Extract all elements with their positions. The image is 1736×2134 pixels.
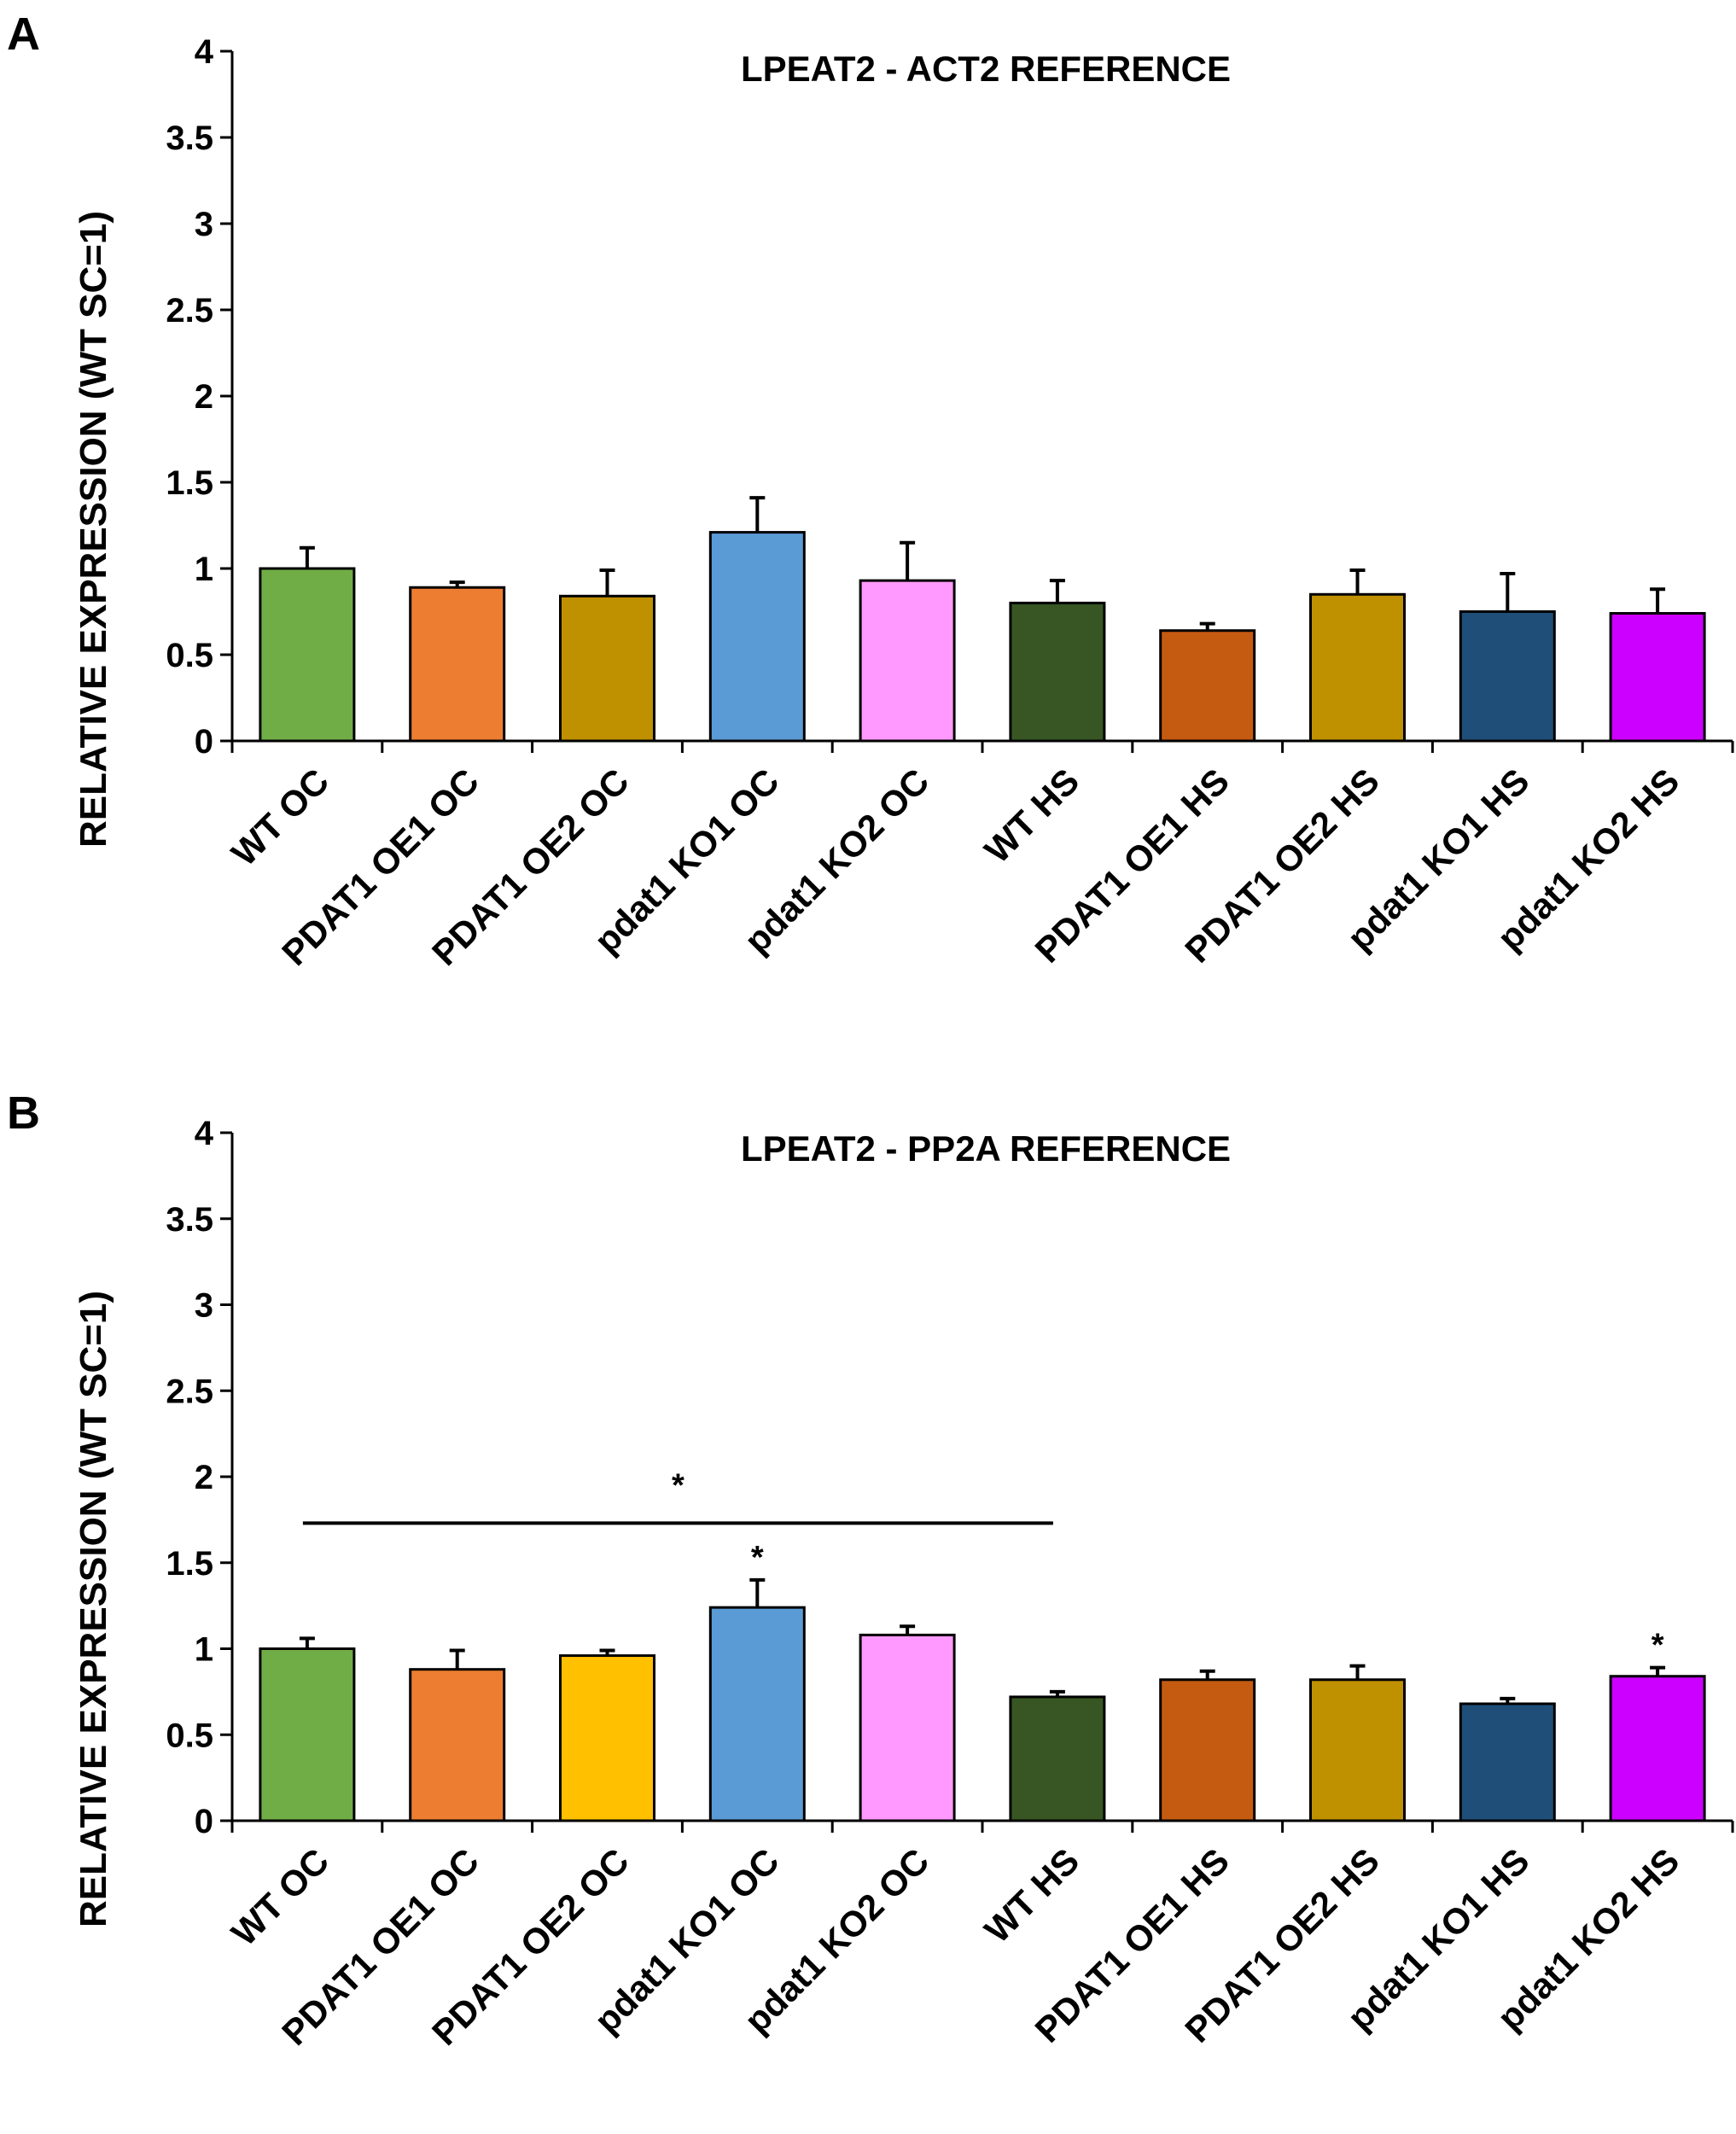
panel-b-y-tick-label: 3	[195, 1287, 213, 1325]
panel-a-bar	[859, 579, 956, 743]
panel-b-bar	[1009, 1695, 1106, 1822]
panel-b-bar	[859, 1633, 956, 1822]
panel-b-x-tick-label: WT HS	[976, 1840, 1086, 1950]
panel-b-bar	[1459, 1702, 1556, 1822]
panel-b-y-tick-label: 3.5	[166, 1201, 213, 1239]
panel-a-y-tick-label: 1	[195, 551, 213, 588]
panel-b-bar	[1159, 1678, 1256, 1822]
panel-b-bar	[708, 1606, 806, 1822]
panel-b-title: LPEAT2 - PP2A REFERENCE	[741, 1128, 1231, 1169]
panel-b-bar	[409, 1668, 506, 1822]
panel-b-y-axis-title: RELATIVE EXPRESSION (WT SC=1)	[73, 1291, 114, 1927]
panel-b-bar	[1609, 1675, 1706, 1822]
panel-a-y-tick-label: 2.5	[166, 292, 213, 329]
panel-a-x-tick-label: WT HS	[976, 761, 1086, 871]
panel-a-label: A	[7, 9, 40, 60]
panel-a-bar	[1309, 592, 1406, 743]
panel-a-y-tick-label: 3	[195, 206, 213, 243]
panel-a-bar	[708, 531, 806, 743]
panel-b-significance-star: *	[751, 1540, 764, 1576]
panel-b-bar	[259, 1647, 356, 1822]
panel-a-y-tick-label: 1.5	[166, 464, 213, 502]
panel-a-chart: A LPEAT2 - ACT2 REFERENCE RELATIVE EXPRE…	[7, 9, 1734, 973]
panel-b-significance-star: *	[1652, 1628, 1664, 1664]
panel-a-bar	[559, 594, 655, 743]
panel-a-y-tick-label: 4	[195, 33, 214, 71]
panel-a-bar	[1159, 629, 1256, 743]
panel-a-y-tick-label: 3.5	[166, 120, 213, 157]
panel-a-y-tick-label: 2	[195, 378, 213, 416]
panel-a-title: LPEAT2 - ACT2 REFERENCE	[741, 49, 1231, 89]
panel-b-bracket-star: *	[672, 1467, 684, 1503]
panel-b-y-tick-label: 1	[195, 1631, 213, 1669]
panel-a-bar	[259, 567, 356, 743]
panel-a-bar	[1459, 610, 1556, 743]
panel-b-y-tick-label: 1.5	[166, 1545, 213, 1583]
panel-b-y-tick-label: 2.5	[166, 1373, 213, 1410]
panel-b-bar	[1309, 1678, 1406, 1822]
panel-b-y-tick-label: 0	[195, 1803, 213, 1840]
panel-b-x-tick-label: WT OC	[224, 1840, 336, 1953]
panel-b-label: B	[7, 1087, 40, 1139]
panel-a-bar	[1609, 612, 1706, 743]
panel-a-x-tick-label: WT OC	[224, 761, 336, 873]
panel-b-y-tick-label: 0.5	[166, 1717, 213, 1754]
panel-b-bar	[559, 1654, 655, 1822]
panel-a-y-tick-label: 0.5	[166, 637, 213, 674]
panel-a-y-axis-title: RELATIVE EXPRESSION (WT SC=1)	[73, 211, 114, 848]
panel-a-y-tick-label: 0	[195, 723, 213, 761]
panel-a-bar	[1009, 601, 1106, 743]
panel-b-y-tick-label: 4	[195, 1115, 214, 1152]
panel-a-bar	[409, 586, 506, 743]
panel-b-chart: B LPEAT2 - PP2A REFERENCE RELATIVE EXPRE…	[7, 1087, 1734, 2053]
panel-b-y-tick-label: 2	[195, 1459, 213, 1496]
